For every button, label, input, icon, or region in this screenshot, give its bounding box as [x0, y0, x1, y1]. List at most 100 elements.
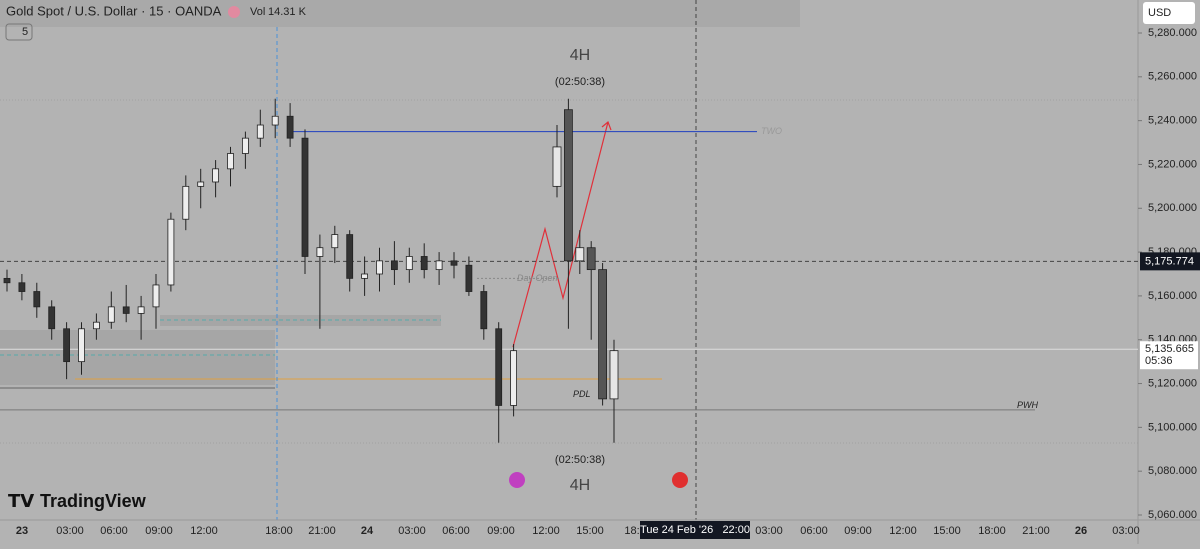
y-tick-label: 5,100.000 — [1148, 421, 1197, 433]
logo: TradingView — [40, 491, 147, 511]
level-label: TWO — [761, 126, 782, 136]
candle-body — [316, 247, 324, 257]
x-tick-label: 12:00 — [889, 525, 917, 537]
candle-body — [405, 256, 413, 271]
candle-body — [93, 321, 100, 330]
candle-body — [564, 109, 573, 262]
candle-body — [420, 256, 428, 271]
candle-body — [286, 115, 294, 139]
candle-body — [435, 260, 443, 271]
x-tick-label: 03:00 — [1112, 525, 1140, 537]
candle-body — [18, 282, 26, 292]
currency-select[interactable] — [1143, 2, 1195, 24]
vol-icon — [228, 6, 240, 18]
event-icon[interactable] — [672, 472, 688, 488]
candle-body — [33, 291, 41, 308]
chart-layer — [0, 98, 1138, 443]
projection-arrow — [601, 120, 612, 131]
candle-body — [346, 234, 354, 279]
x-tick-label: 18: — [624, 525, 639, 537]
candle-body — [3, 277, 11, 284]
htf-timer: (02:50:38) — [555, 76, 605, 88]
x-tick-label: 12:00 — [532, 525, 560, 537]
event-icon[interactable] — [509, 472, 525, 488]
candle-body — [331, 234, 339, 249]
y-tick-label: 5,220.000 — [1148, 158, 1197, 170]
candle-body — [586, 247, 596, 271]
candle-body — [575, 247, 585, 262]
htf-title: 4H — [570, 477, 590, 494]
candle-body — [107, 306, 115, 323]
candle-body — [552, 146, 562, 187]
x-tick-label: 09:00 — [487, 525, 515, 537]
interval-toggle[interactable] — [5, 23, 33, 41]
candle-body — [256, 124, 264, 139]
candle-body — [122, 306, 130, 314]
crosshair-time: Tue 24 Feb '26 22:00 — [640, 524, 750, 536]
x-tick-label: 15:00 — [576, 525, 604, 537]
y-tick-label: 5,080.000 — [1148, 465, 1197, 477]
x-tick-label: 21:00 — [1022, 525, 1050, 537]
vol-label: Vol — [250, 6, 265, 18]
x-tick-label: 21:00 — [308, 525, 336, 537]
candle-body — [510, 350, 518, 406]
x-tick-label: 15:00 — [933, 525, 961, 537]
header-bar — [0, 0, 800, 27]
candle-body — [480, 291, 488, 330]
zone — [0, 330, 275, 385]
x-tick-label: 26 — [1075, 525, 1087, 537]
x-tick-label: 23 — [16, 525, 28, 537]
candle-body — [465, 264, 473, 292]
candle-body — [212, 168, 220, 183]
crosshair-price: 5,175.774 — [1145, 255, 1194, 267]
level-label: PWH — [1017, 400, 1038, 410]
x-tick-label: 18:00 — [978, 525, 1006, 537]
y-tick-label: 5,200.000 — [1148, 202, 1197, 214]
candle-body — [376, 260, 383, 275]
candle-body — [197, 181, 205, 187]
level-label: PDL — [573, 389, 591, 399]
x-tick-label: 03:00 — [755, 525, 783, 537]
candle-body — [48, 306, 56, 330]
crosshair-price-badge — [1140, 252, 1200, 271]
candle-body — [390, 260, 398, 271]
candle-body — [63, 328, 70, 363]
interval-badge[interactable]: 5 — [22, 26, 28, 38]
logo-mark: 𝗧𝗩 — [8, 491, 34, 511]
candle-body — [450, 260, 458, 266]
x-tick-label: 06:00 — [800, 525, 828, 537]
candle-body — [609, 350, 619, 400]
projection-path — [512, 121, 609, 348]
x-tick-label: 24 — [361, 525, 374, 537]
y-tick-label: 5,060.000 — [1148, 509, 1197, 521]
x-tick-label: 03:00 — [56, 525, 84, 537]
candle-body — [361, 273, 369, 279]
candle-body — [495, 328, 503, 406]
currency[interactable]: USD — [1148, 7, 1171, 19]
vol-value: 14.31 K — [268, 6, 307, 18]
last-price: 5,135.665 — [1145, 343, 1194, 355]
x-tick-label: 06:00 — [442, 525, 470, 537]
countdown: 05:36 — [1145, 355, 1173, 367]
candle-body — [227, 153, 234, 170]
candle-body — [152, 284, 160, 308]
x-tick-label: 03:00 — [398, 525, 426, 537]
htf-title: 4H — [570, 47, 590, 64]
candle-body — [137, 306, 145, 314]
y-tick-label: 5,160.000 — [1148, 290, 1197, 302]
y-tick-label: 5,240.000 — [1148, 115, 1197, 127]
x-tick-label: 06:00 — [100, 525, 128, 537]
y-tick-label: 5,280.000 — [1148, 27, 1197, 39]
x-tick-label: 09:00 — [145, 525, 173, 537]
y-tick-label: 5,120.000 — [1148, 377, 1197, 389]
last-price-badge — [1140, 341, 1198, 370]
x-tick-label: 18:00 — [265, 525, 293, 537]
level-label: Day Open — [517, 273, 558, 283]
candle-body — [167, 218, 175, 286]
candle-body — [241, 137, 249, 154]
symbol: Gold Spot / U.S. Dollar · 15 · OANDA — [6, 3, 222, 18]
x-tick-label: 09:00 — [844, 525, 872, 537]
y-tick-label: 5,260.000 — [1148, 71, 1197, 83]
